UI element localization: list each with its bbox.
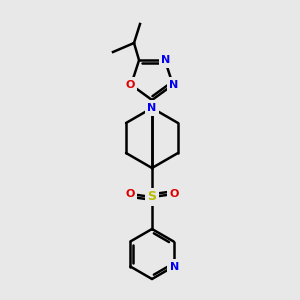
Text: O: O <box>169 189 179 199</box>
Text: S: S <box>148 190 157 203</box>
Text: O: O <box>125 80 135 90</box>
Text: N: N <box>161 55 171 65</box>
Text: N: N <box>170 262 179 272</box>
Text: O: O <box>125 189 135 199</box>
Text: N: N <box>169 80 178 90</box>
Text: N: N <box>147 103 157 113</box>
